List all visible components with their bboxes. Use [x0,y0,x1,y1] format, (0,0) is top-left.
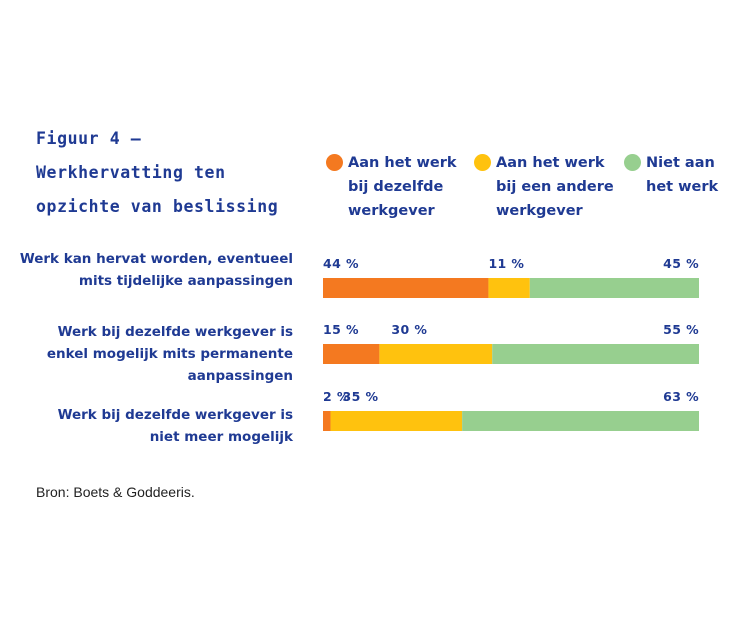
value-label: 63 % [663,389,699,404]
value-label: 44 % [323,256,359,271]
category-label-line: Werk bij dezelfde werkgever is [57,407,293,423]
category-label-line: mits tijdelijke aanpassingen [78,273,293,289]
value-label: 45 % [663,256,699,271]
value-label: 11 % [488,256,524,271]
chart-title-line: opzichte van beslissing [36,197,279,216]
legend-label: Aan het werk bij dezelfde werkgever [348,151,457,223]
legend-label-line: bij dezelfde [348,179,444,195]
category-label-permanente-aanpassingen: Werk bij dezelfde werkgever is enkel mog… [47,321,293,387]
legend-label: Niet aan het werk [646,151,718,199]
bar-segment-andere-werkgever [379,344,493,364]
legend-label-line: Aan het werk [496,155,605,171]
legend-label-line: werkgever [348,203,435,219]
value-label: 35 % [343,389,379,404]
value-label: 55 % [663,322,699,337]
legend-swatch [326,154,343,171]
category-label-line: aanpassingen [187,368,293,384]
bar-segment-niet-aan-het-werk [492,344,699,364]
legend-label-line: bij een andere [496,179,614,195]
value-label: 2 % [323,389,350,404]
bar-segment-andere-werkgever [488,278,530,298]
legend-swatch [624,154,641,171]
category-label-tijdelijke-aanpassingen: Werk kan hervat worden, eventueel mits t… [20,248,293,292]
bar-segment-dezelfde-werkgever [323,344,380,364]
category-label-line: Werk kan hervat worden, eventueel [19,251,293,267]
category-label-niet-meer-mogelijk: Werk bij dezelfde werkgever is niet meer… [58,404,293,448]
legend-label-line: Aan het werk [348,155,457,171]
category-label-line: Werk bij dezelfde werkgever is [57,324,293,340]
value-label: 30 % [391,322,427,337]
legend-label: Aan het werk bij een andere werkgever [496,151,614,223]
legend-label-line: werkgever [496,203,583,219]
value-label: 15 % [323,322,359,337]
legend-swatch [474,154,491,171]
legend-label-line: Niet aan [646,155,715,171]
source-note: Bron: Boets & Goddeeris. [36,484,195,500]
legend-label-line: het werk [646,179,719,195]
bar-segment-niet-aan-het-werk [462,411,699,431]
chart-title-line: Werkhervatting ten [36,163,226,182]
chart-title-line: Figuur 4 – [36,129,142,148]
bar-segment-niet-aan-het-werk [529,278,699,298]
category-label-line: enkel mogelijk mits permanente [46,346,293,362]
category-label-line: niet meer mogelijk [149,429,293,445]
bar-segment-andere-werkgever [330,411,463,431]
chart-title: Figuur 4 – Werkhervatting ten opzichte v… [36,122,306,224]
bar-segment-dezelfde-werkgever [323,278,489,298]
bar-segment-dezelfde-werkgever [323,411,331,431]
chart-legend: Aan het werk bij dezelfde werkgever Aan … [0,151,740,231]
